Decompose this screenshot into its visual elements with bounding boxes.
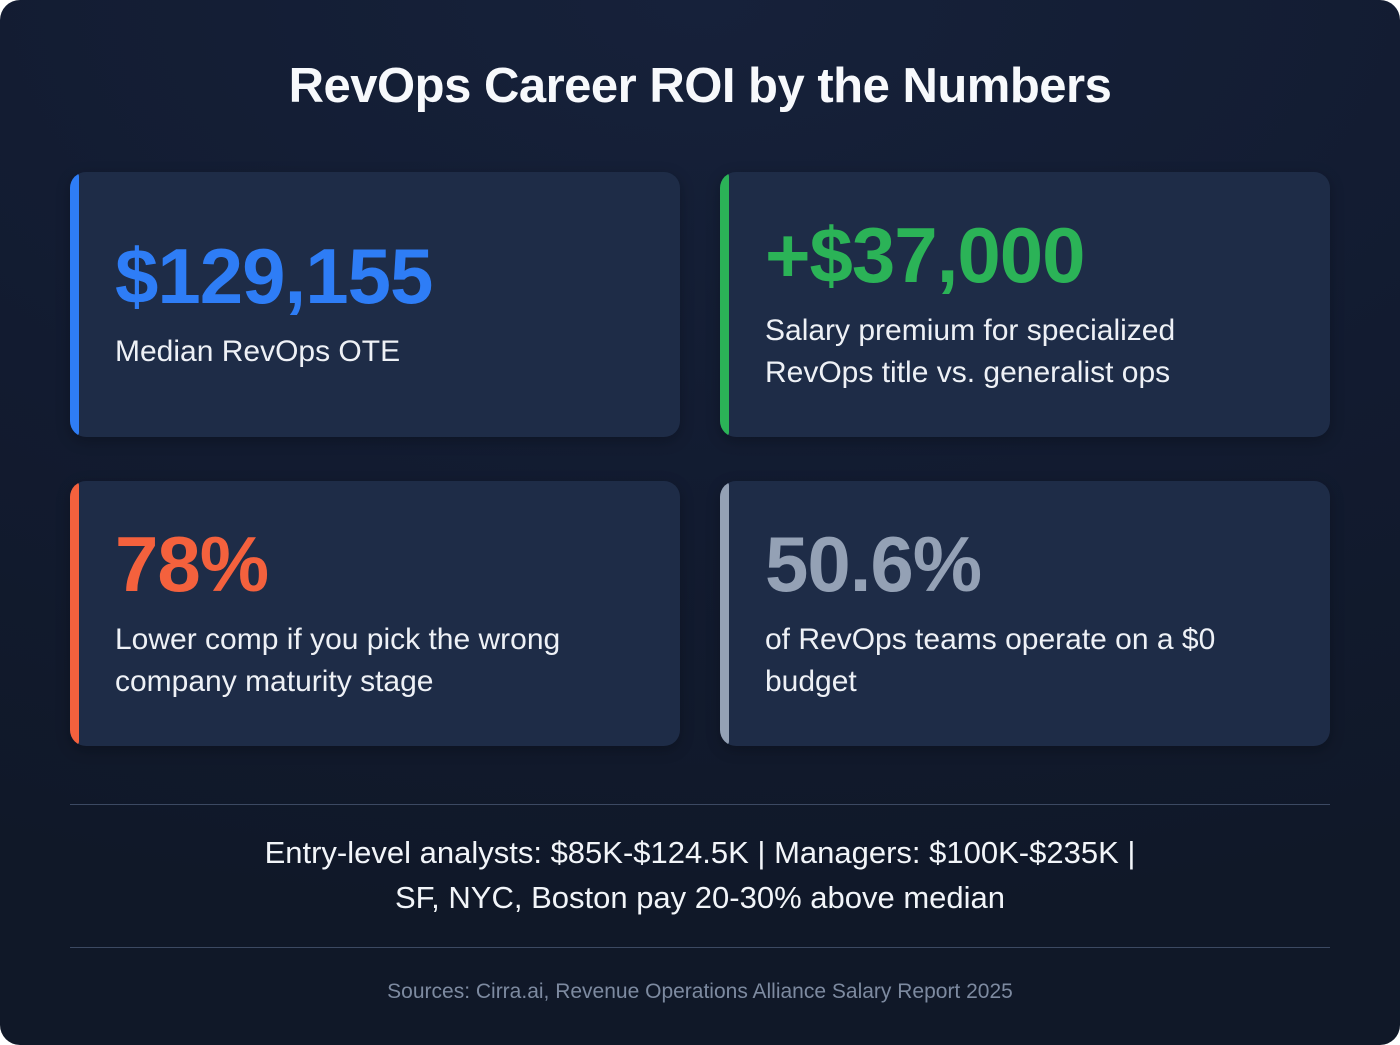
- card-accent-bar: [720, 481, 729, 746]
- stat-card-grid: $129,155 Median RevOps OTE +$37,000 Sala…: [70, 172, 1330, 746]
- stat-label: of RevOps teams operate on a $0 budget: [765, 623, 1216, 699]
- card-accent-bar: [70, 481, 79, 746]
- stat-card-body: $129,155 Median RevOps OTE: [79, 172, 680, 437]
- stat-value: +$37,000: [765, 210, 1086, 299]
- page-title: RevOps Career ROI by the Numbers: [288, 59, 1112, 113]
- stat-value: 50.6%: [765, 519, 982, 608]
- card-accent-bar: [720, 172, 729, 437]
- stat-value: 78%: [115, 519, 269, 608]
- stat-card-body: +$37,000 Salary premium for specialized …: [729, 172, 1330, 437]
- sources-footnote: Sources: Cirra.ai, Revenue Operations Al…: [387, 979, 1013, 1003]
- stat-value: $129,155: [115, 231, 433, 320]
- divider-top: [70, 804, 1330, 805]
- stat-label: Median RevOps OTE: [115, 335, 401, 369]
- stat-label: Salary premium for specialized RevOps ti…: [765, 314, 1176, 390]
- stat-card-median-ote: $129,155 Median RevOps OTE: [70, 172, 680, 437]
- stat-card-comp-risk: 78% Lower comp if you pick the wrong com…: [70, 481, 680, 746]
- salary-summary-line-2: SF, NYC, Boston pay 20-30% above median: [394, 879, 1005, 915]
- stat-card-salary-premium: +$37,000 Salary premium for specialized …: [720, 172, 1330, 437]
- stat-card-body: 78% Lower comp if you pick the wrong com…: [79, 481, 680, 746]
- stat-card-body: 50.6% of RevOps teams operate on a $0 bu…: [729, 481, 1330, 746]
- salary-summary-line-1: Entry-level analysts: $85K-$124.5K | Man…: [264, 835, 1136, 870]
- card-accent-bar: [70, 172, 79, 437]
- salary-summary: Entry-level analysts: $85K-$124.5K | Man…: [90, 831, 1310, 921]
- divider-bottom: [70, 946, 1330, 948]
- stat-card-zero-budget: 50.6% of RevOps teams operate on a $0 bu…: [720, 481, 1330, 746]
- stat-label: Lower comp if you pick the wrong company…: [115, 623, 561, 699]
